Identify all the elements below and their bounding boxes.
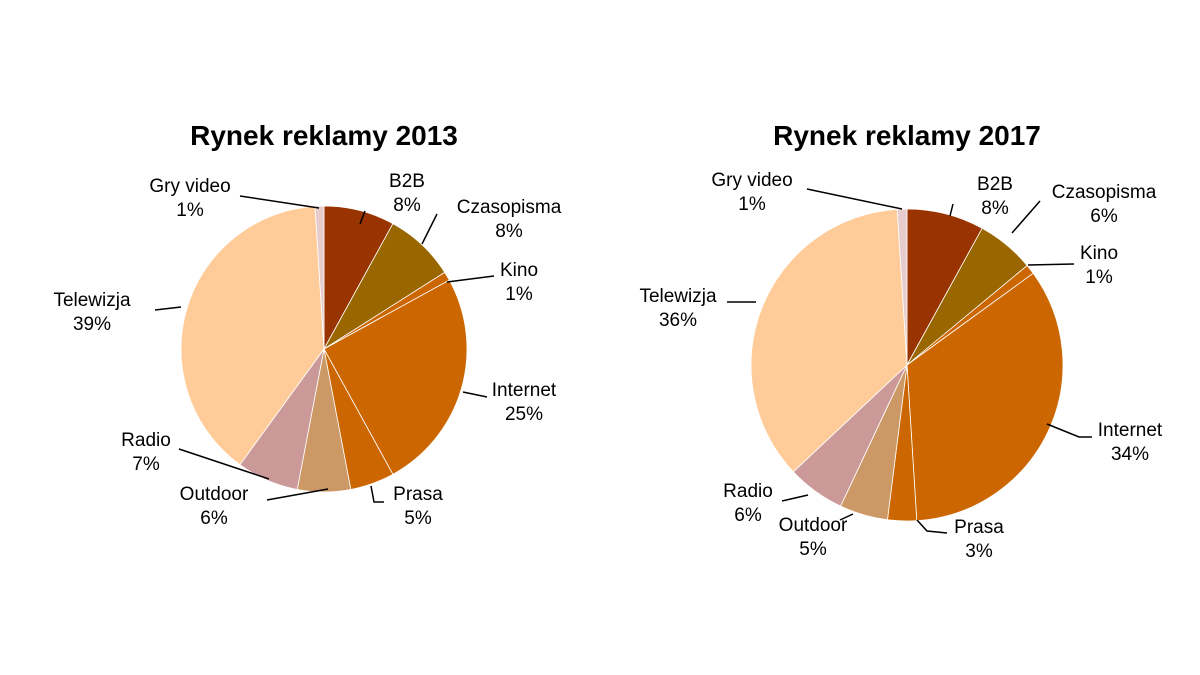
- slice-value-gry-video: 1%: [738, 194, 766, 215]
- slice-label-czasopisma: Czasopisma: [1052, 182, 1157, 203]
- slice-value-internet: 34%: [1111, 444, 1149, 465]
- chart-title-2017: Rynek reklamy 2017: [773, 120, 1041, 151]
- pie-0: B2B 8% Czasopisma 8% Kino 1% Internet 25% Prasa 5…: [53, 171, 561, 529]
- slice-label-kino: Kino: [500, 260, 538, 281]
- slice-gry-video: [314, 205, 325, 350]
- slice-value-kino: 1%: [505, 284, 533, 305]
- slice-telewizja: [750, 208, 908, 473]
- slice-value-radio: 6%: [734, 505, 762, 526]
- chart-title-2013: Rynek reklamy 2013: [190, 120, 458, 151]
- slice-value-telewizja: 39%: [73, 314, 111, 335]
- leader-line-radio: [178, 448, 270, 480]
- slice-label-gry-video: Gry video: [149, 176, 230, 197]
- leader-line-kino: [446, 275, 495, 283]
- leader-line-czasopisma: [1011, 200, 1041, 234]
- slice-value-radio: 7%: [132, 454, 160, 475]
- leader-line-outdoor: [266, 488, 329, 501]
- leader-line-b2b: [359, 210, 366, 225]
- slice-label-gry-video: Gry video: [711, 170, 792, 191]
- slice-label-prasa: Prasa: [954, 517, 1004, 538]
- pie-1: B2B 8% Czasopisma 6% Kino 1% Internet 34% Prasa 3…: [639, 170, 1162, 562]
- leader-line-prasa: [916, 519, 948, 534]
- slice-value-outdoor: 5%: [799, 539, 827, 560]
- slice-label-kino: Kino: [1080, 243, 1118, 264]
- slice-value-b2b: 8%: [393, 195, 421, 216]
- slice-value-prasa: 3%: [965, 541, 993, 562]
- slice-value-b2b: 8%: [981, 198, 1009, 219]
- leader-line-prasa: [370, 485, 384, 503]
- slice-value-gry-video: 1%: [176, 200, 204, 221]
- slice-value-outdoor: 6%: [200, 508, 228, 529]
- leader-line-gry-video: [239, 195, 320, 209]
- slice-label-radio: Radio: [723, 481, 773, 502]
- slice-value-kino: 1%: [1085, 267, 1113, 288]
- slice-internet: [906, 272, 1064, 522]
- slice-label-telewizja: Telewizja: [53, 290, 131, 311]
- slice-label-internet: Internet: [1098, 420, 1163, 441]
- slice-value-prasa: 5%: [404, 508, 432, 529]
- slice-label-prasa: Prasa: [393, 484, 443, 505]
- leader-line-outdoor: [839, 513, 854, 521]
- slice-label-outdoor: Outdoor: [180, 484, 249, 505]
- leader-line-radio: [781, 494, 809, 502]
- slice-value-telewizja: 36%: [659, 310, 697, 331]
- slice-internet: [323, 279, 468, 475]
- leader-line-internet: [1046, 423, 1092, 438]
- leader-line-gry-video: [806, 188, 903, 210]
- slice-label-outdoor: Outdoor: [779, 515, 848, 536]
- slice-gry-video: [896, 208, 908, 366]
- leader-line-kino: [1027, 263, 1075, 266]
- leader-line-internet: [462, 391, 488, 398]
- leader-line-czasopisma: [421, 213, 438, 245]
- slice-value-czasopisma: 6%: [1090, 206, 1118, 227]
- slice-label-b2b: B2B: [389, 171, 425, 192]
- slice-label-internet: Internet: [492, 380, 557, 401]
- leader-line-telewizja: [154, 306, 182, 311]
- slice-telewizja: [180, 205, 325, 466]
- leader-line-b2b: [949, 203, 954, 217]
- slice-label-telewizja: Telewizja: [639, 286, 717, 307]
- slice-label-czasopisma: Czasopisma: [457, 197, 562, 218]
- slice-value-czasopisma: 8%: [495, 221, 523, 242]
- slice-label-radio: Radio: [121, 430, 171, 451]
- slice-label-b2b: B2B: [977, 174, 1013, 195]
- slice-value-internet: 25%: [505, 404, 543, 425]
